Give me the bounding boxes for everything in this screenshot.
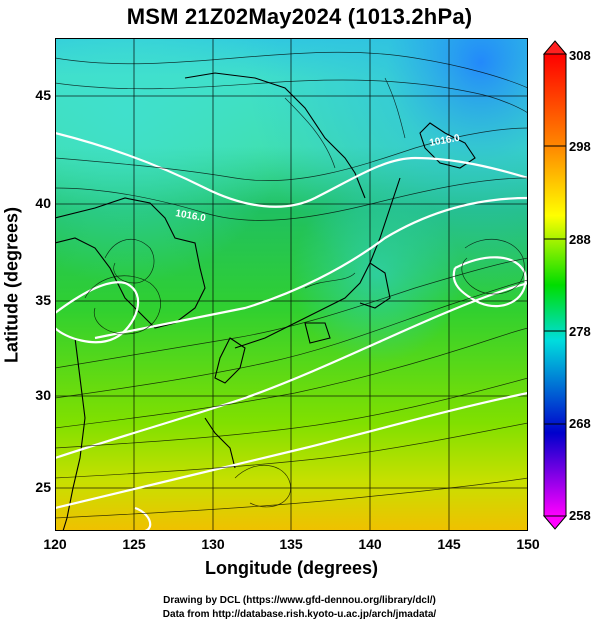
isobar-label-1: 1016.0 bbox=[174, 208, 206, 224]
isobar-label-2: 1016.0 bbox=[429, 133, 461, 149]
colorbar-label-308: 308 bbox=[569, 48, 591, 63]
y-tick-45: 45 bbox=[35, 87, 51, 103]
colorbar-label-288: 288 bbox=[569, 232, 591, 247]
y-tick-35: 35 bbox=[35, 292, 51, 308]
x-tick-140: 140 bbox=[358, 536, 382, 552]
coastlines bbox=[55, 72, 476, 531]
x-tick-130: 130 bbox=[201, 536, 225, 552]
y-tick-30: 30 bbox=[35, 387, 51, 403]
credit-drawing: Drawing by DCL (https://www.gfd-dennou.o… bbox=[163, 595, 436, 606]
map-svg: 1016.0 1016.0 bbox=[55, 38, 528, 531]
wind-streamlines bbox=[55, 51, 528, 519]
credit-data: Data from http://database.rish.kyoto-u.a… bbox=[162, 609, 437, 620]
x-tick-135: 135 bbox=[279, 536, 303, 552]
isobars bbox=[55, 131, 528, 531]
x-tick-150: 150 bbox=[516, 536, 540, 552]
x-axis-label: Longitude (degrees) bbox=[204, 558, 378, 578]
x-tick-145: 145 bbox=[437, 536, 461, 552]
x-tick-120: 120 bbox=[43, 536, 67, 552]
colorbar-label-298: 298 bbox=[569, 139, 591, 154]
colorbar bbox=[542, 40, 568, 530]
colorbar-label-268: 268 bbox=[569, 416, 591, 431]
isobar-labels: 1016.0 1016.0 bbox=[174, 133, 461, 225]
x-tick-125: 125 bbox=[122, 536, 146, 552]
colorbar-label-278: 278 bbox=[569, 324, 591, 339]
y-axis-label: Latitude (degrees) bbox=[1, 206, 22, 364]
colorbar-label-258: 258 bbox=[569, 508, 591, 523]
y-tick-40: 40 bbox=[35, 195, 51, 211]
y-tick-25: 25 bbox=[35, 479, 51, 495]
colorbar-svg bbox=[542, 40, 568, 530]
map-panel: 1016.0 1016.0 bbox=[55, 38, 528, 531]
chart-title: MSM 21Z02May2024 (1013.2hPa) bbox=[126, 4, 473, 29]
